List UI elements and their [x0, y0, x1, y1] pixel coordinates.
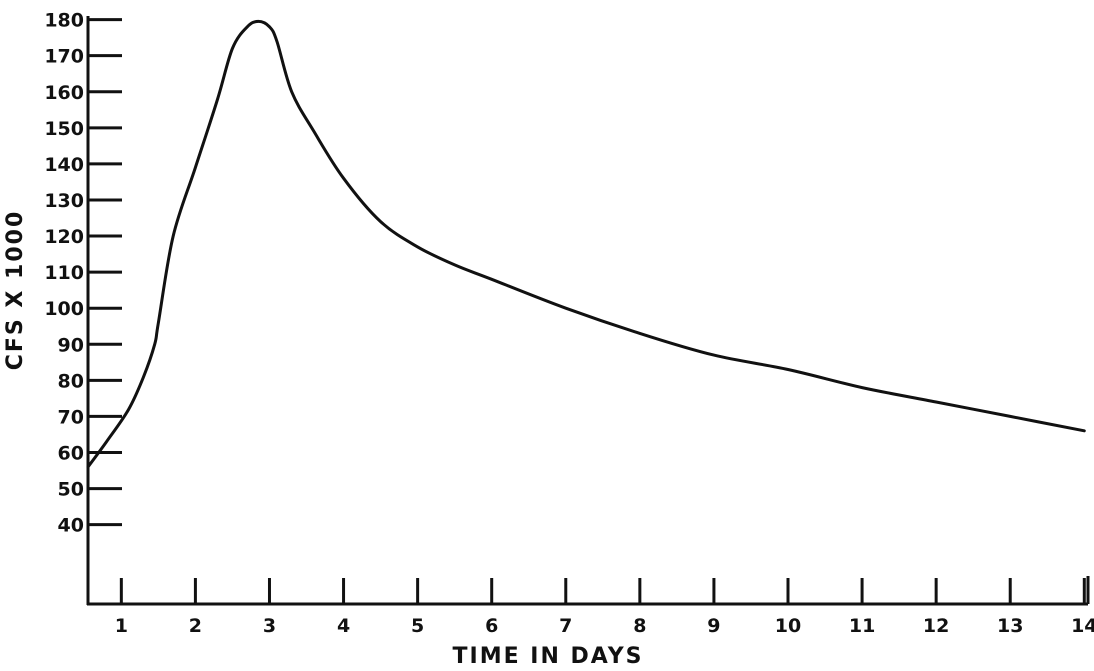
y-tick-label: 60: [58, 442, 84, 464]
x-axis: 1 2 3 4 5 6 7 8 9 10 11 12 13 14: [87, 576, 1094, 637]
y-tick-label: 80: [58, 370, 84, 392]
x-tick-label: 13: [997, 615, 1023, 637]
x-tick-label: 2: [189, 615, 202, 637]
series-line: [86, 19, 1086, 469]
x-tick-label: 11: [849, 615, 875, 637]
y-tick-label: 110: [44, 262, 84, 284]
y-tick-label: 160: [44, 82, 84, 104]
y-tick-label: 180: [44, 10, 84, 32]
x-tick-label: 1: [115, 615, 128, 637]
y-tick-label: 150: [44, 118, 84, 140]
y-tick-label: 40: [58, 515, 84, 537]
y-tick-label: 100: [44, 298, 84, 320]
x-tick-label: 12: [923, 615, 949, 637]
y-tick-label: 170: [44, 46, 84, 68]
y-tick-label: 120: [44, 226, 84, 248]
y-tick-label: 90: [58, 334, 84, 356]
x-tick-label: 3: [263, 615, 276, 637]
x-tick-label: 14: [1071, 615, 1094, 637]
x-tick-label: 8: [633, 615, 646, 637]
y-axis: 40 50 60 70 80 90 100 110 120 130 140 150 160 170 180: [44, 10, 122, 605]
x-tick-label: 9: [707, 615, 720, 637]
y-tick-label: 70: [58, 406, 84, 428]
x-tick-label: 10: [775, 615, 801, 637]
y-tick-label: 50: [58, 479, 84, 501]
y-tick-label: 140: [44, 154, 84, 176]
series-group: [86, 19, 1086, 469]
y-tick-label: 130: [44, 190, 84, 212]
x-axis-title: TIME IN DAYS: [453, 644, 644, 669]
x-tick-label: 5: [411, 615, 424, 637]
x-tick-label: 6: [485, 615, 498, 637]
x-tick-label: 4: [337, 615, 350, 637]
y-axis-title: CFS X 1000: [3, 210, 28, 371]
x-tick-label: 7: [559, 615, 572, 637]
